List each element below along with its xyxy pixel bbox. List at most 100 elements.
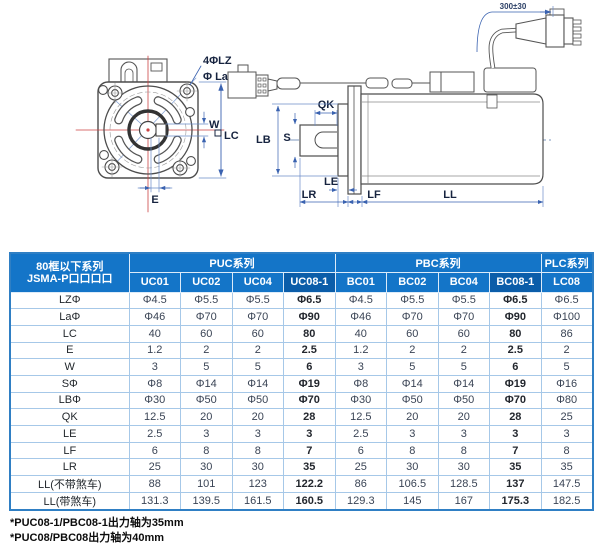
- dimension-spec-table: 80框以下系列 JSMA-P口口口口 PUC系列 PBC系列 PLC系列 UC01 U…: [9, 252, 594, 512]
- spec-cell: Φ14: [437, 374, 491, 393]
- mounting-boss-circles: [103, 85, 193, 175]
- pin-hole-icon: [98, 85, 108, 95]
- spec-cell: 6: [334, 441, 388, 460]
- spec-cell: 30: [386, 458, 439, 477]
- spec-cell: 40: [128, 324, 181, 343]
- spec-cell: Φ4.5: [128, 291, 181, 310]
- spec-cell: Φ70: [437, 308, 491, 326]
- row-label: LL(不带煞车): [9, 475, 130, 494]
- pin-hole-icon: [185, 107, 195, 117]
- terminal-boxes: [429, 67, 537, 109]
- row-label: QK: [9, 408, 130, 426]
- dim-lc: [198, 81, 227, 179]
- bolt-hole-icon: [101, 156, 123, 178]
- spec-cell: Φ16: [540, 374, 594, 393]
- spec-cell: 60: [386, 324, 439, 343]
- dim-e: [137, 137, 173, 193]
- pin-hole-icon: [186, 156, 196, 166]
- spec-cell: 35: [540, 458, 594, 477]
- column-header-bc08-1: BC08-1: [489, 271, 542, 293]
- lz-leader-line: [189, 65, 202, 86]
- spec-cell: 145: [386, 492, 439, 511]
- table-row: LZΦ Φ4.5 Φ5.5 Φ5.5 Φ6.5 Φ4.5 Φ5.5 Φ5.5 Φ6.5 Φ6.5: [9, 291, 594, 310]
- spec-cell: Φ6.5: [540, 291, 594, 310]
- spec-cell: Φ6.5: [489, 291, 542, 310]
- row-label: LF: [9, 441, 130, 460]
- spec-cell: 2: [437, 341, 491, 360]
- spec-cell: 60: [231, 324, 284, 343]
- series-group-header: PLC系列: [540, 252, 594, 273]
- row-label: W: [9, 358, 130, 376]
- spec-cell: 123: [231, 475, 284, 494]
- dim-label-4lz: 4ΦLZ: [203, 55, 232, 67]
- spec-cell: Φ30: [334, 391, 388, 410]
- spec-cell: Φ6.5: [283, 291, 336, 310]
- spec-cell: 12.5: [334, 408, 388, 426]
- spec-cell: 3: [437, 425, 491, 443]
- spec-cell: 1.2: [128, 341, 181, 360]
- spec-cell: 131.3: [128, 492, 181, 511]
- spec-cell: 35: [283, 458, 336, 477]
- spec-cell: 3: [386, 425, 439, 443]
- bolt-hole-icon: [104, 82, 126, 104]
- table-row: LBΦ Φ30 Φ50 Φ50 Φ70 Φ30 Φ50 Φ50 Φ70 Φ80: [9, 391, 594, 410]
- spec-cell: 160.5: [283, 492, 336, 511]
- power-plug: [515, 8, 582, 48]
- footnote-line: *PUC08/PBC08出力轴为40mm: [10, 532, 165, 544]
- dim-qk: [314, 110, 338, 126]
- spec-cell: 28: [489, 408, 542, 426]
- table-row: E 1.2 2 2 2.5 1.2 2 2 2.5 2: [9, 341, 594, 360]
- spec-cell: 1.2: [334, 341, 388, 360]
- spec-cell: 122.2: [283, 475, 336, 494]
- spec-cell: 175.3: [489, 492, 542, 511]
- table-row: LE 2.5 3 3 3 2.5 3 3 3 3: [9, 425, 594, 443]
- spec-cell: 2: [386, 341, 439, 360]
- column-header-uc01: UC01: [128, 271, 181, 293]
- spec-cell: Φ5.5: [231, 291, 284, 310]
- spec-cell: 20: [180, 408, 233, 426]
- table-row: QK 12.5 20 20 28 12.5 20 20 28 25: [9, 408, 594, 426]
- front-connector-housing: [108, 58, 168, 83]
- square-symbol: [214, 129, 222, 137]
- spec-cell: 139.5: [180, 492, 233, 511]
- dim-label-lb: LB: [256, 134, 271, 146]
- side-flange: [347, 85, 362, 195]
- spec-cell: 20: [231, 408, 284, 426]
- dim-label-le: LE: [324, 176, 338, 188]
- pilot-collar: [337, 103, 349, 177]
- series-group-row: 80框以下系列 JSMA-P口口口口 PUC系列 PBC系列 PLC系列: [9, 252, 594, 293]
- spec-cell: 80: [283, 324, 336, 343]
- spec-cell: 2.5: [489, 341, 542, 360]
- series-group-header: PBC系列: [334, 252, 542, 273]
- spec-cell: Φ70: [180, 308, 233, 326]
- dim-lr-lf-ll: [299, 158, 544, 207]
- row-label: LaΦ: [9, 308, 130, 326]
- dim-lb: [272, 103, 338, 177]
- motor-front-view: 4ΦLZ Φ La W LC: [75, 55, 239, 213]
- table-row: LC 40 60 60 80 40 60 60 80 86: [9, 324, 594, 343]
- table-row: LF 6 8 8 7 6 8 8 7 8: [9, 441, 594, 460]
- row-label: E: [9, 341, 130, 360]
- dim-label-ll: LL: [443, 189, 457, 201]
- spec-cell: 60: [180, 324, 233, 343]
- spec-cell: 8: [437, 441, 491, 460]
- spec-cell: 161.5: [231, 492, 284, 511]
- column-header-uc08-1: UC08-1: [283, 271, 336, 293]
- spec-cell: Φ4.5: [334, 291, 388, 310]
- spec-cell: 2: [231, 341, 284, 360]
- dim-label-w: W: [209, 119, 220, 131]
- row-label: LBΦ: [9, 391, 130, 410]
- spec-cell: 30: [180, 458, 233, 477]
- spec-cell: 2.5: [128, 425, 181, 443]
- dim-label-cable-length: 300±30: [500, 2, 527, 11]
- spec-cell: 3: [128, 358, 181, 376]
- row-label: LZΦ: [9, 291, 130, 310]
- row-label: LR: [9, 458, 130, 477]
- row-label: LL(带煞车): [9, 492, 130, 511]
- spec-cell: Φ5.5: [180, 291, 233, 310]
- spec-cell: 60: [437, 324, 491, 343]
- encoder-wire: [300, 77, 431, 89]
- spec-cell: 3: [540, 425, 594, 443]
